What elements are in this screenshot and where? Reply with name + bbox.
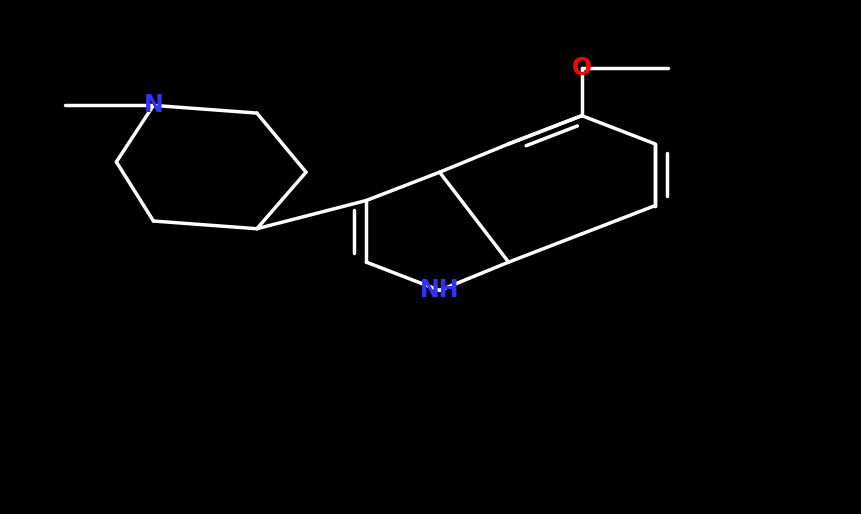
Text: N: N — [144, 94, 163, 117]
Text: NH: NH — [419, 279, 459, 302]
Text: O: O — [571, 56, 592, 80]
